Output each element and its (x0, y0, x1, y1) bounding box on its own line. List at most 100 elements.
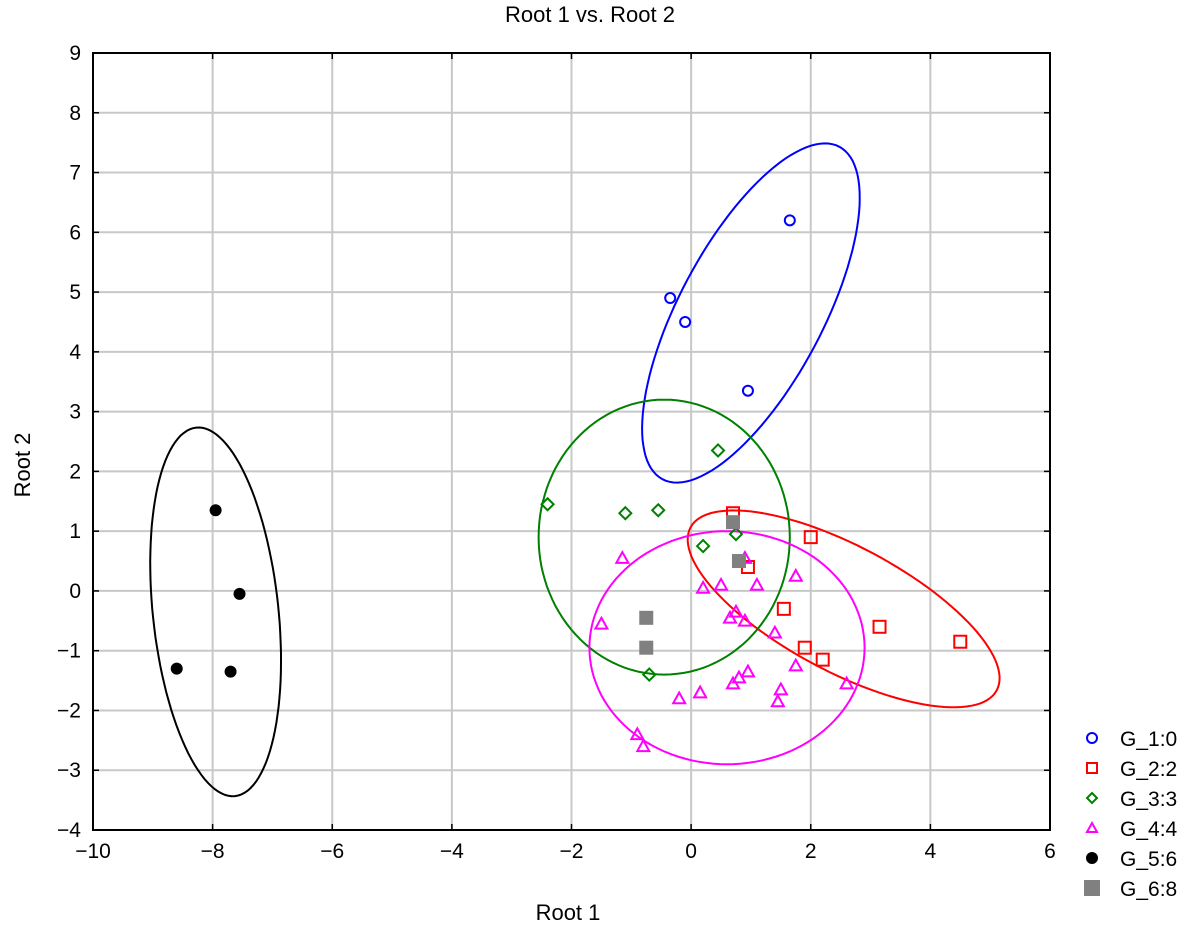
legend-marker (1086, 732, 1098, 744)
data-point (788, 567, 804, 582)
y-tick-label: 6 (69, 221, 81, 244)
legend-label: G_4:4 (1120, 818, 1178, 841)
legend-label: G_6:8 (1120, 878, 1177, 901)
x-tick-label: −2 (560, 840, 584, 863)
legend-entry: G_4:4 (1085, 818, 1178, 841)
legend-label: G_3:3 (1120, 788, 1177, 811)
legend-entry: G_3:3 (1085, 788, 1177, 811)
data-point (783, 214, 796, 227)
y-tick-label: 7 (69, 162, 81, 185)
x-tick-label: −10 (75, 840, 111, 863)
data-point (671, 690, 687, 705)
legend-marker (1086, 762, 1098, 774)
x-tick-label: 0 (685, 840, 697, 863)
x-tick-label: −6 (320, 840, 344, 863)
y-tick-label: 4 (69, 341, 81, 364)
data-point (725, 515, 740, 530)
data-point (639, 640, 654, 655)
data-point (224, 665, 237, 678)
confidence-ellipse (149, 426, 282, 798)
x-tick-label: −8 (201, 840, 225, 863)
y-tick-label: 1 (69, 520, 81, 543)
chart-title: Root 1 vs. Root 2 (505, 2, 675, 27)
confidence-ellipse (686, 509, 1001, 709)
confidence-ellipse (588, 530, 866, 766)
data-point (788, 657, 804, 672)
data-point (797, 640, 812, 655)
y-tick-label: 5 (69, 281, 81, 304)
data-point (770, 693, 786, 708)
data-point (209, 504, 222, 517)
data-point (233, 587, 246, 600)
data-point (815, 652, 830, 667)
data-point (728, 526, 744, 542)
data-point (679, 315, 692, 328)
data-point (767, 624, 783, 639)
data-point (713, 576, 729, 591)
data-point (664, 292, 677, 305)
data-point (803, 530, 818, 545)
legend-marker (1086, 852, 1098, 864)
data-point (617, 505, 633, 521)
data-point (695, 538, 711, 554)
confidence-ellipses (149, 142, 1001, 798)
data-point (710, 443, 726, 458)
data-point (728, 603, 744, 618)
grid (93, 53, 1050, 830)
y-tick-label: 0 (69, 580, 81, 603)
x-tick-label: 4 (925, 840, 937, 863)
legend-marker (1085, 820, 1099, 833)
data-point (737, 612, 753, 627)
legend-entry: G_1:0 (1086, 728, 1177, 751)
legend-label: G_5:6 (1120, 848, 1177, 871)
data-point (639, 610, 654, 625)
confidence-ellipse (641, 142, 861, 484)
data-point (740, 663, 756, 678)
plot-frame (92, 52, 1051, 831)
data-point (650, 502, 666, 518)
y-tick-label: 3 (69, 401, 81, 424)
y-axis-label: Root 2 (10, 433, 35, 498)
y-tick-label: −2 (57, 699, 81, 722)
legend-label: G_1:0 (1120, 728, 1177, 751)
data-point (695, 579, 711, 594)
data-point (838, 675, 855, 690)
data-point (776, 601, 791, 616)
legend-label: G_2:2 (1120, 758, 1177, 781)
data-point (741, 384, 754, 397)
y-tick-label: 9 (69, 42, 81, 65)
legend-entry: G_2:2 (1086, 758, 1177, 781)
y-tick-label: −4 (57, 819, 81, 842)
data-point (641, 667, 657, 683)
data-point (731, 554, 746, 569)
data-point (540, 496, 555, 512)
legend: G_1:0 G_2:2 G_3:3 G_4:4 G_5:6 G_6:8 (1084, 728, 1178, 901)
legend-entry: G_5:6 (1086, 848, 1177, 871)
data-point (953, 634, 968, 649)
data-point (872, 619, 887, 634)
y-tick-label: 8 (69, 102, 81, 125)
data-points (170, 214, 968, 753)
x-tick-label: 2 (805, 840, 817, 863)
data-point (170, 662, 183, 675)
legend-marker (1085, 791, 1099, 805)
confidence-ellipse (537, 398, 791, 676)
x-axis-ticks: −10 −8 −6 −4 −2 0 2 4 6 (75, 53, 1056, 863)
y-axis-ticks: −4 −3 −2 −1 0 1 2 3 4 5 6 7 8 9 (57, 42, 1050, 842)
data-point (593, 615, 610, 630)
data-point (629, 726, 645, 741)
data-point (635, 738, 651, 753)
y-tick-label: 2 (69, 460, 81, 483)
x-tick-label: 6 (1044, 840, 1056, 863)
x-tick-label: −4 (440, 840, 464, 863)
data-point (614, 549, 631, 564)
y-tick-label: −3 (57, 759, 81, 782)
legend-marker (1084, 880, 1100, 896)
y-tick-label: −1 (57, 640, 81, 663)
data-point (749, 576, 765, 591)
data-point (773, 681, 789, 696)
legend-entry: G_6:8 (1084, 878, 1177, 901)
data-point (692, 684, 708, 699)
x-axis-label: Root 1 (536, 900, 601, 925)
